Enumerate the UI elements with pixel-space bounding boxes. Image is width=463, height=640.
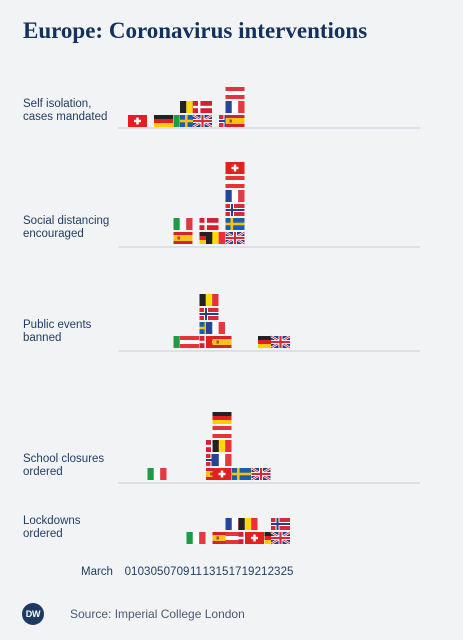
row-label: ordered xyxy=(23,466,63,478)
flag-united-kingdom-icon xyxy=(192,113,213,129)
flag-austria-icon xyxy=(225,532,245,544)
x-tick-label: 21 xyxy=(255,566,268,578)
flag-switzerland-icon xyxy=(128,115,147,127)
flag-austria-icon xyxy=(225,87,245,99)
row-label: Lockdowns xyxy=(23,515,81,527)
x-tick-label: 17 xyxy=(229,566,242,578)
flag-united-kingdom-icon xyxy=(250,466,272,482)
flag-united-kingdom-icon xyxy=(224,230,246,246)
flag-italy-icon xyxy=(147,468,167,480)
x-tick-label: 01 xyxy=(125,566,138,578)
flag-spain-icon xyxy=(212,532,232,544)
row-label: encouraged xyxy=(23,228,84,240)
flag-france-icon xyxy=(212,454,232,466)
row-label: Public events xyxy=(23,319,92,331)
chart-title: Europe: Coronavirus interventions xyxy=(23,18,368,43)
flag-sweden-icon xyxy=(225,218,245,230)
row-label: Social distancing xyxy=(23,215,109,227)
flag-belgium-icon xyxy=(238,518,258,530)
flag-united-kingdom-icon xyxy=(270,530,291,546)
row-label: School closures xyxy=(23,453,104,465)
row-label: ordered xyxy=(23,528,63,540)
flag-switzerland-icon xyxy=(212,468,232,480)
flag-switzerland-icon xyxy=(225,162,245,174)
flag-france-icon xyxy=(225,190,245,202)
x-tick-label: 09 xyxy=(177,566,190,578)
flag-sweden-icon xyxy=(232,468,251,480)
x-tick-label: 19 xyxy=(242,566,255,578)
x-tick-label: 11 xyxy=(190,566,202,578)
flag-denmark-icon xyxy=(193,101,212,113)
row-label: Self isolation, xyxy=(23,98,91,110)
x-tick-label: 03 xyxy=(138,566,151,578)
source-text: Source: Imperial College London xyxy=(70,607,245,621)
flag-denmark-icon xyxy=(199,218,219,230)
flag-belgium-icon xyxy=(212,440,232,452)
chart-plot: Self isolation,cases mandated Social dist… xyxy=(23,87,420,578)
flag-austria-icon xyxy=(212,426,232,438)
flag-italy-icon xyxy=(186,532,206,544)
flag-spain-icon xyxy=(212,336,232,348)
x-tick-label: 25 xyxy=(281,566,294,578)
flag-switzerland-icon xyxy=(245,532,264,544)
flag-germany-icon xyxy=(258,336,277,348)
row-label: banned xyxy=(23,332,61,344)
x-axis-label: March xyxy=(81,566,113,578)
flag-germany-icon xyxy=(212,412,232,424)
flag-norway-icon xyxy=(225,204,245,216)
row-label: cases mandated xyxy=(23,111,107,123)
dw-logo: DW xyxy=(22,603,44,625)
flag-austria-icon xyxy=(180,336,199,348)
flag-france-icon xyxy=(225,101,245,113)
flag-norway-icon xyxy=(199,308,219,320)
x-tick-label: 15 xyxy=(216,566,229,578)
flag-austria-icon xyxy=(225,176,245,188)
flag-spain-icon xyxy=(225,115,245,127)
flag-norway-icon xyxy=(271,518,290,530)
flag-germany-icon xyxy=(154,115,173,127)
flag-italy-icon xyxy=(173,218,193,230)
x-tick-label: 05 xyxy=(151,566,164,578)
x-tick-label: 23 xyxy=(268,566,281,578)
flag-belgium-icon xyxy=(206,232,225,244)
flag-france-icon xyxy=(206,322,225,334)
flag-united-kingdom-icon xyxy=(270,334,291,350)
flag-spain-icon xyxy=(173,232,193,244)
flag-belgium-icon xyxy=(199,294,219,306)
x-tick-label: 07 xyxy=(164,566,177,578)
footer: DW Source: Imperial College London xyxy=(22,603,245,625)
x-tick-label: 13 xyxy=(203,566,216,578)
